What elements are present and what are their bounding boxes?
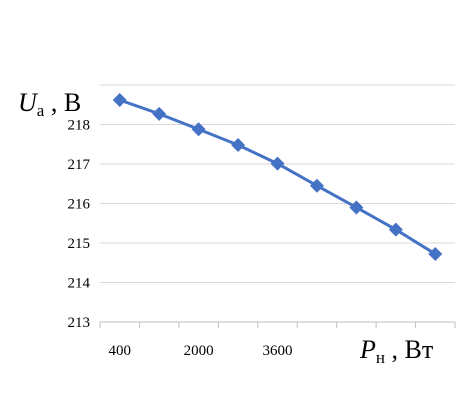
data-point [309,178,324,193]
data-point [349,200,364,215]
x-axis-title-main: P [359,335,376,364]
x-axis-title: Pн , Вт [359,335,433,367]
axes [99,321,456,328]
data-point [388,222,403,237]
y-axis-title-rest: , В [44,88,81,117]
data-point [270,156,285,171]
data-point [152,106,167,121]
gridlines [100,84,455,283]
data-point [231,138,246,153]
y-axis-title-main: U [18,88,39,117]
data-point [112,93,127,108]
data-point [428,247,443,262]
series-line [119,98,437,256]
x-axis-title-rest: , Вт [385,335,433,364]
x-tick-label: 400 [108,343,131,359]
y-tick-label: 217 [68,157,91,173]
y-axis-title-sub: a [37,101,45,120]
y-tick-label: 216 [68,197,91,213]
y-tick-label: 214 [68,276,91,292]
x-tick-label: 2000 [184,343,214,359]
data-series [112,93,443,262]
tick-labels: 213 214 215 216 217 218 400 2000 3600 [68,118,293,360]
data-point [191,122,206,137]
x-tick-label: 3600 [263,343,293,359]
y-tick-label: 215 [68,236,91,252]
y-axis-title: Ua , В [18,88,81,120]
y-tick-label: 218 [68,118,91,134]
x-axis-title-sub: н [376,348,385,367]
y-tick-label: 213 [68,315,91,331]
